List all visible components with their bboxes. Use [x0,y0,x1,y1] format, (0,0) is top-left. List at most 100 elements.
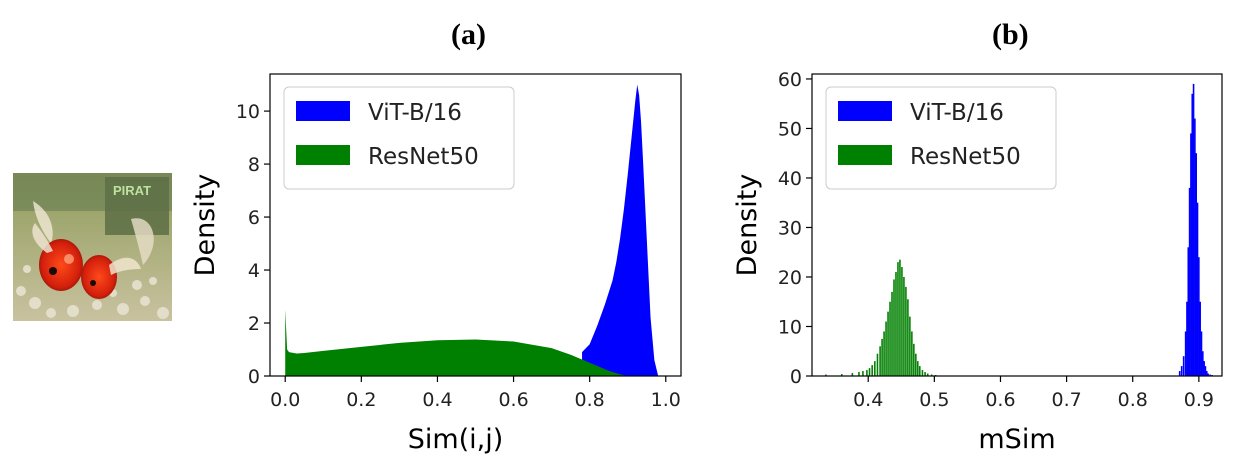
resnet-histogram-bar [903,276,905,376]
resnet-histogram-bar [913,343,915,376]
resnet-histogram-bar [907,299,909,376]
chart-b-density: 0.4 0.5 0.6 0.7 0.8 0.9 0 10 20 30 40 50 60 mSim Densi… [732,69,1223,455]
resnet-histogram-bar [889,301,891,376]
x-tick-label: 0.6 [985,389,1015,411]
vit-histogram-bar [1209,374,1211,376]
y-axis-label: Density [732,174,763,277]
resnet-histogram-bar [897,262,899,376]
x-tick-label: 0.7 [1051,389,1081,411]
y-tick-label: 2 [248,313,260,335]
resnet-histogram-bar [911,331,913,376]
resnet-histogram-bar [881,338,883,376]
resnet-histogram-bar [915,353,917,376]
x-tick-label: 0.4 [422,389,452,411]
resnet-histogram-bar [895,272,897,376]
vit-histogram-bar [1186,301,1188,376]
vit-histogram-bar [1191,93,1194,376]
vit-histogram-bar [1178,371,1181,376]
resnet-histogram-bar [858,372,860,376]
legend-vit-swatch [838,101,892,121]
x-tick-label: 0.6 [498,389,528,411]
resnet-histogram-bar [921,370,924,376]
resnet-histogram-bar [891,291,893,376]
resnet-histogram-bar [825,374,827,376]
vit-histogram-bar [1190,133,1192,376]
plot-frame [811,73,1223,377]
resnet-histogram-bar [868,368,871,376]
resnet-histogram-bar [885,321,887,376]
legend-vit-label: ViT-B/16 [910,100,1004,126]
resnet-histogram-bar [917,361,919,376]
y-tick-label: 8 [248,154,260,176]
goldfish-thumbnail: PIRAT [13,173,172,321]
legend-resnet-label: ResNet50 [368,144,479,170]
x-tick-label: 0.4 [853,389,883,411]
legend-vit-swatch [296,101,350,121]
vit-histogram-bar [1196,202,1199,376]
resnet-histogram-bar [887,311,889,376]
x-tick-label: 1.0 [651,389,681,411]
resnet-histogram-bar [924,372,926,376]
plot-frame [269,73,682,377]
y-tick-label: 40 [778,168,802,190]
y-tick-label: 6 [248,207,260,229]
pirate-sign-text: PIRAT [113,183,151,198]
resnet-histogram-bar [851,373,854,376]
y-tick-label: 10 [778,316,802,338]
resnet-histogram-bar [901,267,903,376]
resnet-density-area [285,309,628,376]
resnet-histogram-bar [905,286,907,376]
vit-histogram-bar [1188,187,1191,376]
vit-histogram-bar [1207,373,1209,376]
resnet-histogram-bar [899,259,901,376]
legend-resnet-swatch [838,145,892,165]
resnet-histogram-bar [883,331,885,376]
panel-a-label: (a) [451,18,486,51]
y-tick-label: 10 [236,101,260,123]
resnet-histogram-bar [876,353,879,376]
resnet-histogram-bar [893,279,895,376]
vit-histogram-bar [1200,331,1203,376]
x-tick-label: 0.9 [1184,389,1214,411]
vit-histogram-bar [1194,118,1196,377]
y-tick-label: 60 [778,69,802,91]
vit-histogram-bar [1204,366,1207,376]
y-axis-label: Density [190,174,221,277]
resnet-histogram-bar [909,316,911,376]
resnet-histogram-bar [926,373,929,376]
y-tick-label: 50 [778,118,802,140]
legend-vit-label: ViT-B/16 [368,100,462,126]
vit-density-area [582,84,659,376]
panel-b-label: (b) [992,18,1029,51]
resnet-histogram-bar [862,371,864,376]
vit-histogram-bar [1184,331,1187,376]
goldfish-image-icon: PIRAT [13,173,172,321]
vit-histogram-bar [1182,356,1185,376]
vit-histogram-bar [1205,371,1208,376]
x-tick-label: 0.8 [1118,389,1148,411]
vit-histogram-bar [1192,83,1195,376]
vit-histogram-bar [1202,351,1204,376]
vit-histogram-bar [1195,153,1198,376]
y-tick-label: 20 [778,267,802,289]
x-axis-label: mSim [978,424,1055,455]
chart-a-density: 0.0 0.2 0.4 0.6 0.8 1.0 0 2 4 6 8 10 Sim(i,j) Density… [190,73,682,455]
resnet-histogram-bar [871,365,873,376]
resnet-histogram-bar [874,361,876,376]
x-tick-label: 0.0 [270,389,300,411]
x-tick-label: 0.2 [346,389,376,411]
vit-histogram-bar [1198,257,1200,376]
vit-histogram-bar [1180,366,1183,376]
x-tick-label: 0.8 [575,389,605,411]
y-tick-label: 30 [778,217,802,239]
resnet-histogram-bar [866,370,868,376]
legend-resnet-swatch [296,145,350,165]
resnet-histogram-bar [918,366,921,376]
legend-resnet-label: ResNet50 [910,144,1021,170]
resnet-histogram-bar [840,374,843,376]
x-axis-label: Sim(i,j) [408,424,504,455]
vit-histogram-bar [1187,247,1190,376]
y-tick-label: 0 [790,366,802,388]
vit-histogram-bar [1199,301,1201,376]
y-tick-label: 4 [248,260,260,282]
